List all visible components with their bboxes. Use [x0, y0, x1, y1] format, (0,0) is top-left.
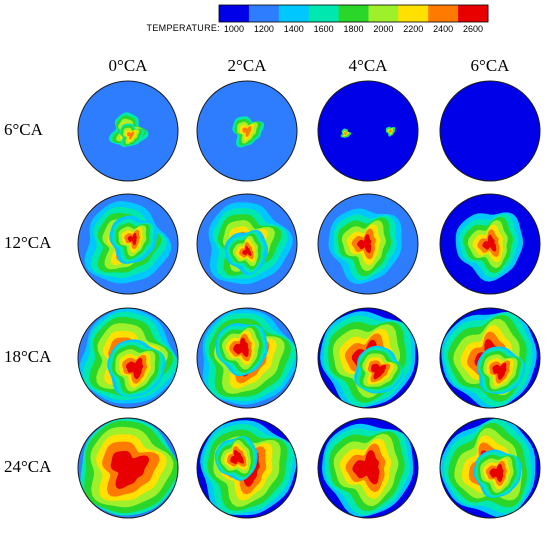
cylinder-outline	[77, 417, 179, 519]
contour-level	[242, 126, 252, 137]
contour-level	[492, 362, 507, 380]
contour-level	[357, 234, 372, 254]
contour-level	[127, 232, 137, 246]
column-label-3: 6°CA	[470, 56, 510, 75]
contour-level	[126, 358, 144, 380]
contour-panel-r3-c2	[318, 418, 418, 518]
legend-swatch-8	[458, 5, 489, 22]
cylinder-outline	[196, 417, 298, 519]
legend-swatch-3	[308, 5, 339, 22]
legend-tick-2600: 2600	[463, 24, 484, 34]
legend-tick-2400: 2400	[433, 24, 454, 34]
contour-panel-r0-c2	[318, 81, 418, 181]
legend-swatch-4	[338, 5, 369, 22]
cylinder-outline	[317, 193, 419, 295]
column-label-0: 0°CA	[108, 56, 148, 75]
row-label-2: 18°CA	[4, 347, 52, 366]
legend-swatch-5	[368, 5, 399, 22]
contour-level	[388, 129, 392, 133]
contour-panel-r1-c2	[318, 194, 418, 294]
legend-tick-2200: 2200	[403, 24, 424, 34]
legend-title: TEMPERATURE:	[146, 23, 220, 33]
contour-level	[352, 450, 380, 485]
legend-tick-1800: 1800	[343, 24, 364, 34]
contour-panel-r2-c3	[440, 308, 540, 408]
legend-swatch-0	[219, 5, 250, 22]
cylinder-outline	[439, 193, 541, 295]
contour-level	[482, 234, 497, 252]
cylinder-outline	[77, 80, 179, 182]
contour-panel-r2-c2	[318, 308, 418, 408]
cylinder-outline	[196, 307, 298, 409]
contour-panel-grid	[77, 80, 541, 519]
contour-panel-r0-c1	[197, 81, 297, 181]
legend-swatch-7	[428, 5, 459, 22]
cylinder-outline	[77, 307, 179, 409]
row-label-0: 6°CA	[4, 120, 43, 139]
column-label-1: 2°CA	[227, 56, 267, 75]
legend-tick-1000: 1000	[223, 24, 244, 34]
contour-level	[233, 337, 249, 357]
cylinder-outline	[196, 80, 298, 182]
contour-level	[489, 463, 504, 482]
column-label-2: 4°CA	[348, 56, 388, 75]
contour-level	[230, 449, 245, 465]
contour-panel-r3-c3	[440, 418, 540, 518]
legend-swatch-6	[398, 5, 429, 22]
contour-level	[242, 245, 252, 256]
contour-panel-r0-c3	[440, 81, 540, 181]
legend-color-bar	[218, 4, 489, 23]
cylinder-outline	[317, 80, 419, 182]
panel-background	[318, 81, 418, 181]
contour-level	[344, 132, 348, 136]
cylinder-outline	[439, 80, 541, 182]
cylinder-outline	[77, 193, 179, 295]
cylinder-outline	[317, 417, 419, 519]
contour-panel-r1-c3	[440, 194, 540, 294]
legend-frame	[218, 4, 489, 23]
contour-panel-r1-c0	[78, 194, 178, 294]
cylinder-outline	[439, 417, 541, 519]
contour-panel-r3-c0	[78, 418, 178, 518]
legend-swatch-2	[278, 5, 310, 22]
contour-panel-r2-c1	[197, 308, 297, 408]
legend-tick-1600: 1600	[313, 24, 334, 34]
row-label-3: 24°CA	[4, 457, 52, 476]
contour-panel-r0-c0	[78, 81, 178, 181]
legend-swatch-1	[248, 5, 280, 22]
contour-level	[127, 131, 135, 140]
contour-panel-r3-c1	[197, 418, 297, 518]
panel-background	[440, 81, 540, 181]
cylinder-outline	[439, 307, 541, 409]
contour-level	[371, 363, 387, 380]
row-label-1: 12°CA	[4, 233, 52, 252]
contour-panel-r2-c0	[78, 308, 178, 408]
contour-level	[110, 450, 150, 490]
legend-tick-2000: 2000	[373, 24, 394, 34]
cylinder-outline	[196, 193, 298, 295]
cylinder-outline	[317, 307, 419, 409]
legend-tick-1400: 1400	[283, 24, 304, 34]
contour-panel-r1-c1	[197, 194, 297, 294]
legend-tick-1200: 1200	[253, 24, 274, 34]
